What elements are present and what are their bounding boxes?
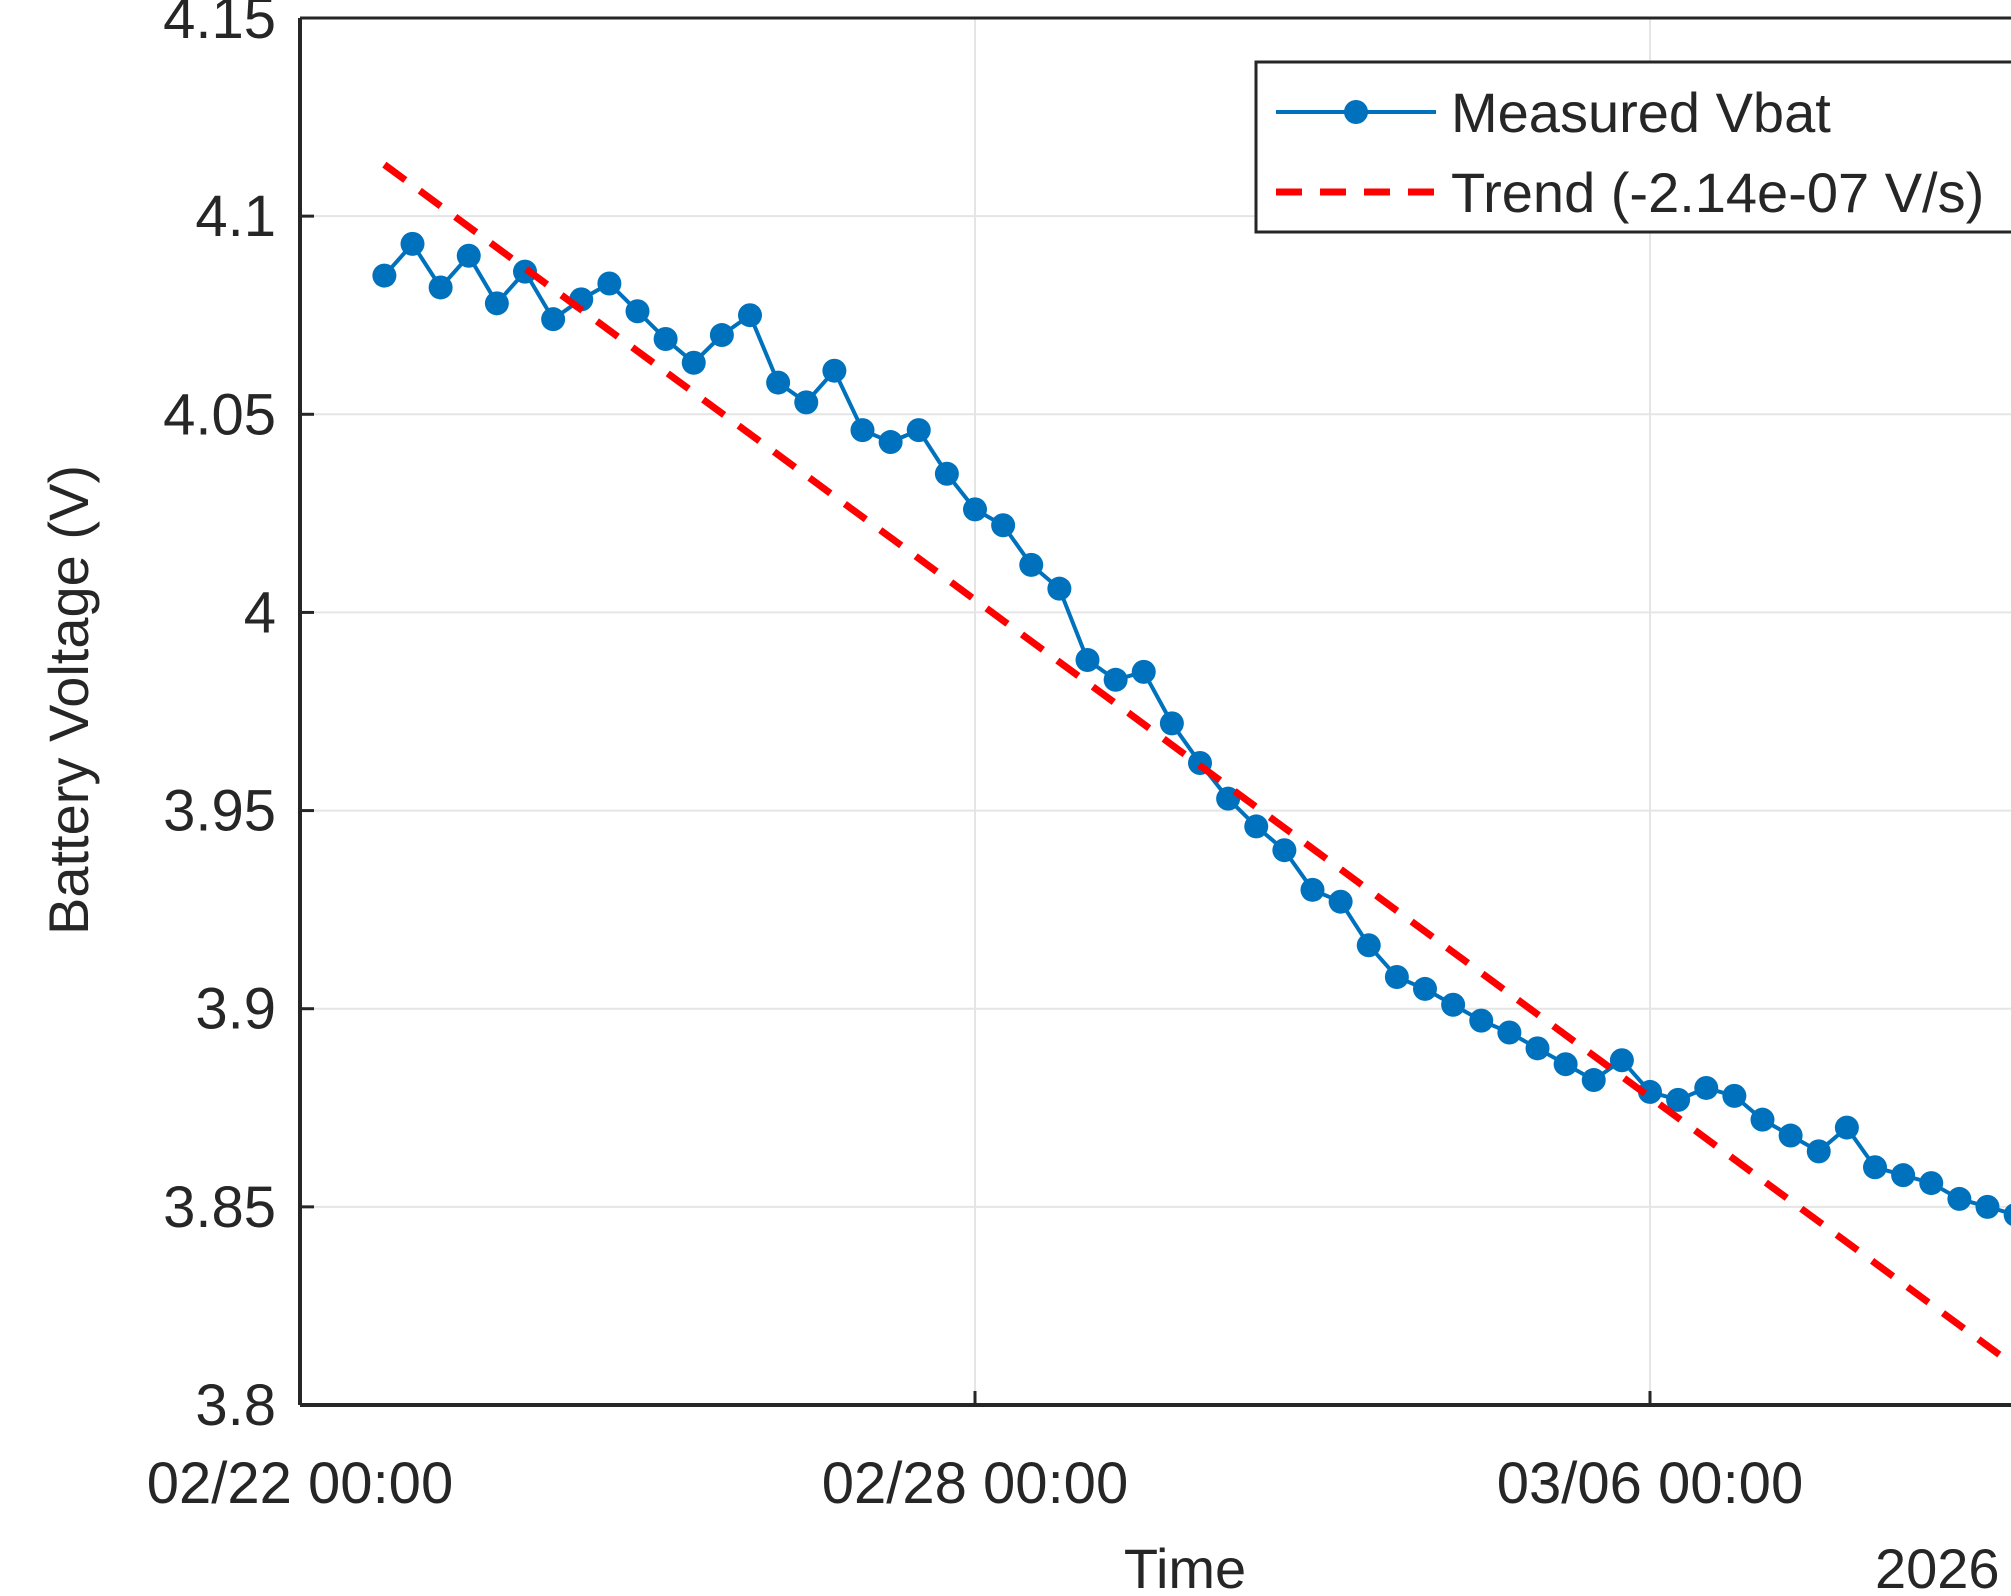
measured-vbat-point [1497, 1020, 1522, 1045]
y-tick-label: 3.95 [163, 779, 276, 844]
x-tick-label: 03/06 00:00 [1497, 1451, 1803, 1516]
measured-vbat-point [1919, 1171, 1944, 1196]
measured-vbat-point [428, 275, 453, 300]
measured-vbat-point [1806, 1139, 1831, 1164]
measured-vbat-point [1863, 1155, 1887, 1180]
plot-data [372, 161, 2011, 1368]
measured-vbat-point [709, 323, 734, 348]
measured-vbat-point [541, 307, 566, 332]
legend-box [1254, 60, 2011, 234]
measured-vbat-point [1750, 1107, 1775, 1132]
measured-vbat-point [934, 461, 959, 486]
measured-vbat-point [1666, 1087, 1691, 1112]
axis-labels: Battery Voltage (V) Time 2026 [37, 465, 2000, 1596]
y-tick-label: 3.9 [195, 977, 276, 1042]
measured-vbat-point [1272, 838, 1297, 863]
measured-vbat-point [1159, 711, 1184, 736]
x-axis-year-label: 2026 [1875, 1537, 2000, 1591]
y-tick-label: 4.05 [163, 382, 276, 447]
measured-vbat-point [1581, 1068, 1606, 1093]
measured-vbat-point [1075, 647, 1100, 672]
measured-vbat-point [1244, 814, 1269, 839]
measured-vbat-point [1356, 933, 1381, 958]
measured-vbat-point [1328, 889, 1353, 914]
measured-vbat-point [766, 370, 791, 395]
measured-vbat-point [878, 430, 903, 455]
y-tick-label: 4.1 [195, 184, 276, 249]
y-tick-label: 3.8 [195, 1373, 276, 1438]
measured-vbat-point [1975, 1194, 2000, 1219]
measured-vbat-point [400, 231, 425, 256]
legend-entry-label: Measured Vbat [1451, 81, 1831, 144]
x-tick-label: 02/28 00:00 [822, 1451, 1128, 1516]
measured-vbat-point [681, 350, 706, 375]
measured-vbat-point [1891, 1163, 1916, 1188]
measured-vbat-point [1553, 1052, 1578, 1077]
measured-vbat-point [1722, 1083, 1747, 1108]
y-tick-label: 3.85 [163, 1175, 276, 1240]
measured-vbat-point [822, 358, 847, 383]
measured-vbat-point [1778, 1123, 1803, 1148]
y-axis-label: Battery Voltage (V) [37, 465, 100, 935]
measured-vbat-point [1525, 1036, 1550, 1061]
measured-vbat-point [906, 418, 931, 443]
measured-vbat-point [1047, 576, 1072, 601]
measured-vbat-point [1131, 659, 1156, 684]
measured-vbat-point [850, 418, 875, 443]
x-tick-label: 02/22 00:00 [147, 1451, 453, 1516]
legend-measured-marker [1344, 100, 1368, 124]
legend: Measured Vbat Trend (-2.14e-07 V/s) [1254, 60, 2011, 234]
legend-entry-label: Trend (-2.14e-07 V/s) [1451, 161, 1984, 224]
measured-vbat-point [794, 390, 819, 415]
measured-vbat-point [1413, 976, 1437, 1001]
measured-vbat-point [456, 243, 481, 268]
y-tick-label: 4 [244, 580, 276, 645]
measured-vbat-point [653, 326, 678, 351]
axes: 3.8 3.85 3.9 3.95 4 4.05 4.1 4.15 02/22 00:00 02/… [147, 0, 2011, 1516]
measured-vbat-point [372, 263, 397, 288]
measured-vbat-point [1441, 992, 1466, 1017]
measured-vbat-point [1384, 965, 1409, 990]
measured-vbat-point [597, 271, 622, 296]
measured-vbat-point [1947, 1186, 1972, 1211]
measured-vbat-point [1300, 877, 1325, 902]
measured-vbat-point [625, 299, 650, 324]
x-axis-label: Time [1124, 1537, 1246, 1591]
measured-vbat-point [1609, 1048, 1634, 1073]
measured-vbat-point [1469, 1008, 1494, 1033]
measured-vbat-point [1834, 1115, 1859, 1140]
measured-vbat-point [484, 291, 509, 316]
measured-vbat-line [382, 240, 2011, 1216]
measured-vbat-point [991, 513, 1016, 538]
measured-vbat-point [1019, 552, 1044, 577]
trend-line [382, 161, 2011, 1368]
y-tick-label: 4.15 [163, 0, 276, 51]
measured-vbat-point [963, 497, 987, 522]
measured-vbat-point [2003, 1203, 2011, 1226]
measured-vbat-point [738, 303, 762, 328]
measured-vbat-point [1103, 667, 1128, 692]
measured-vbat-point [1638, 1079, 1662, 1104]
measured-vbat-point [1694, 1075, 1719, 1100]
